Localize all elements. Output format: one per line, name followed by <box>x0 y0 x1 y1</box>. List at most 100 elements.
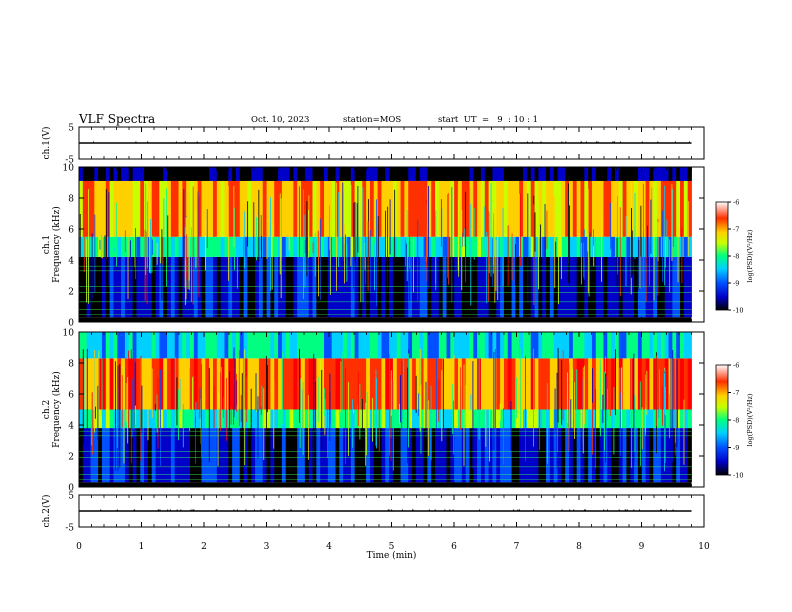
spectrogram-cell <box>155 236 160 257</box>
spectrogram-cell <box>224 256 229 318</box>
spectrogram-cell <box>132 409 137 429</box>
spectrogram-cell <box>561 236 566 257</box>
spectrogram-cell <box>488 409 493 429</box>
spectrogram-cell <box>266 409 271 429</box>
spectrogram-cell <box>151 358 156 410</box>
spectrogram-cell <box>576 167 581 181</box>
spectrogram-cell <box>232 428 237 483</box>
spectrogram-cell <box>477 428 482 483</box>
spectrogram-cell <box>186 332 191 359</box>
spectrogram-cell <box>362 256 367 318</box>
spectrogram-cell <box>607 167 612 181</box>
waveform-dot <box>434 141 436 143</box>
spectrogram-cell <box>423 180 428 237</box>
spectrogram-cell <box>676 256 681 318</box>
spectrogram-cell <box>503 256 509 318</box>
spectrogram-cell <box>408 167 413 181</box>
spectrogram-cell <box>442 256 447 318</box>
spectrogram-cell <box>350 332 356 359</box>
spectrogram-cell <box>553 358 558 410</box>
spectrogram-cell <box>404 167 409 181</box>
spectrogram-cell <box>457 428 463 483</box>
spectrogram-cell <box>239 256 245 318</box>
spectrogram-cell <box>320 358 325 410</box>
spectrogram-cell <box>557 256 562 318</box>
spectrogram-cell <box>327 428 333 483</box>
spectrogram-cell <box>174 256 179 318</box>
colorbar-tick-label: -9 <box>733 280 739 288</box>
spectrogram-cell <box>151 256 156 318</box>
waveform-dot <box>561 141 563 143</box>
spectrogram-cell <box>404 180 409 237</box>
spectrogram-cell <box>324 180 329 237</box>
spectrogram-cell <box>668 332 673 359</box>
waveform-dot <box>278 509 280 511</box>
waveform-dot <box>688 141 690 143</box>
spectrogram-cell <box>205 167 210 181</box>
waveform-dot <box>595 141 597 143</box>
spectrogram-cell <box>320 167 325 181</box>
spectrogram-cell <box>220 167 225 181</box>
spectrogram-cell <box>653 428 658 483</box>
spectrogram-cell <box>676 358 681 410</box>
spectrogram-cell <box>687 358 692 410</box>
spectrogram-cell <box>653 409 658 429</box>
spectrogram-cell <box>274 180 279 237</box>
waveform-dot <box>273 141 275 143</box>
spectrogram-cell <box>657 428 662 483</box>
spectrogram-cell <box>431 256 436 318</box>
waveform-dot <box>657 141 659 143</box>
waveform-dot <box>100 509 102 511</box>
spectrogram-cell <box>389 167 394 181</box>
y-axis-label: Frequency (kHz) <box>51 371 62 448</box>
spectrogram-cell <box>683 236 689 257</box>
spectrogram-cell <box>603 236 608 257</box>
spectrogram-cell <box>366 409 371 429</box>
waveform-dot <box>391 509 393 511</box>
spectrogram-cell <box>553 332 558 359</box>
spectrogram-cell <box>607 428 612 483</box>
spectrogram-cell <box>163 167 168 181</box>
spectrogram-cell <box>515 167 520 181</box>
spectrogram-cell <box>435 428 440 483</box>
waveform-dot <box>285 141 287 143</box>
spectrogram-cell <box>105 332 111 359</box>
spectrogram-cell <box>90 180 95 237</box>
chart-title: VLF Spectra <box>79 112 156 126</box>
spectrogram-cell <box>289 428 294 483</box>
spectrogram-cell <box>672 332 677 359</box>
spectrogram-cell <box>247 256 252 318</box>
spectrogram-cell <box>484 358 490 410</box>
spectrogram-cell <box>105 358 111 410</box>
spectrogram-cell <box>626 332 631 359</box>
spectrogram-cell <box>477 256 482 318</box>
spectrogram-cell <box>79 409 84 429</box>
spectrogram-cell <box>190 428 195 483</box>
spectrogram-cell <box>335 428 340 483</box>
spectrogram-cell <box>79 256 84 318</box>
spectrogram-cell <box>140 167 145 181</box>
spectrogram-cell <box>457 167 463 181</box>
spectrogram-cell <box>576 256 581 318</box>
spectrogram-cell <box>224 428 229 483</box>
waveform-dot <box>267 141 269 143</box>
spectrogram-cell <box>680 332 685 359</box>
spectrogram-cell <box>266 256 271 318</box>
spectrogram-cell <box>258 180 264 237</box>
waveform-dot <box>624 509 626 511</box>
waveform-dot <box>184 141 186 143</box>
spectrogram-cell <box>450 256 455 318</box>
spectrogram-cell <box>557 236 562 257</box>
spectrogram-cell <box>657 167 662 181</box>
spectrogram-cell <box>446 428 451 483</box>
spectrogram-cell <box>281 332 287 359</box>
spectrogram-cell <box>167 332 172 359</box>
spectrogram-cell <box>672 236 677 257</box>
spectrogram-cell <box>297 256 302 318</box>
spectrogram-cell <box>117 358 122 410</box>
spectrogram-cell <box>105 256 111 318</box>
spectrogram-cell <box>511 167 516 181</box>
spectrogram-cell <box>228 180 233 237</box>
spectrogram-cell <box>377 428 382 483</box>
spectrogram-cell <box>591 180 597 237</box>
